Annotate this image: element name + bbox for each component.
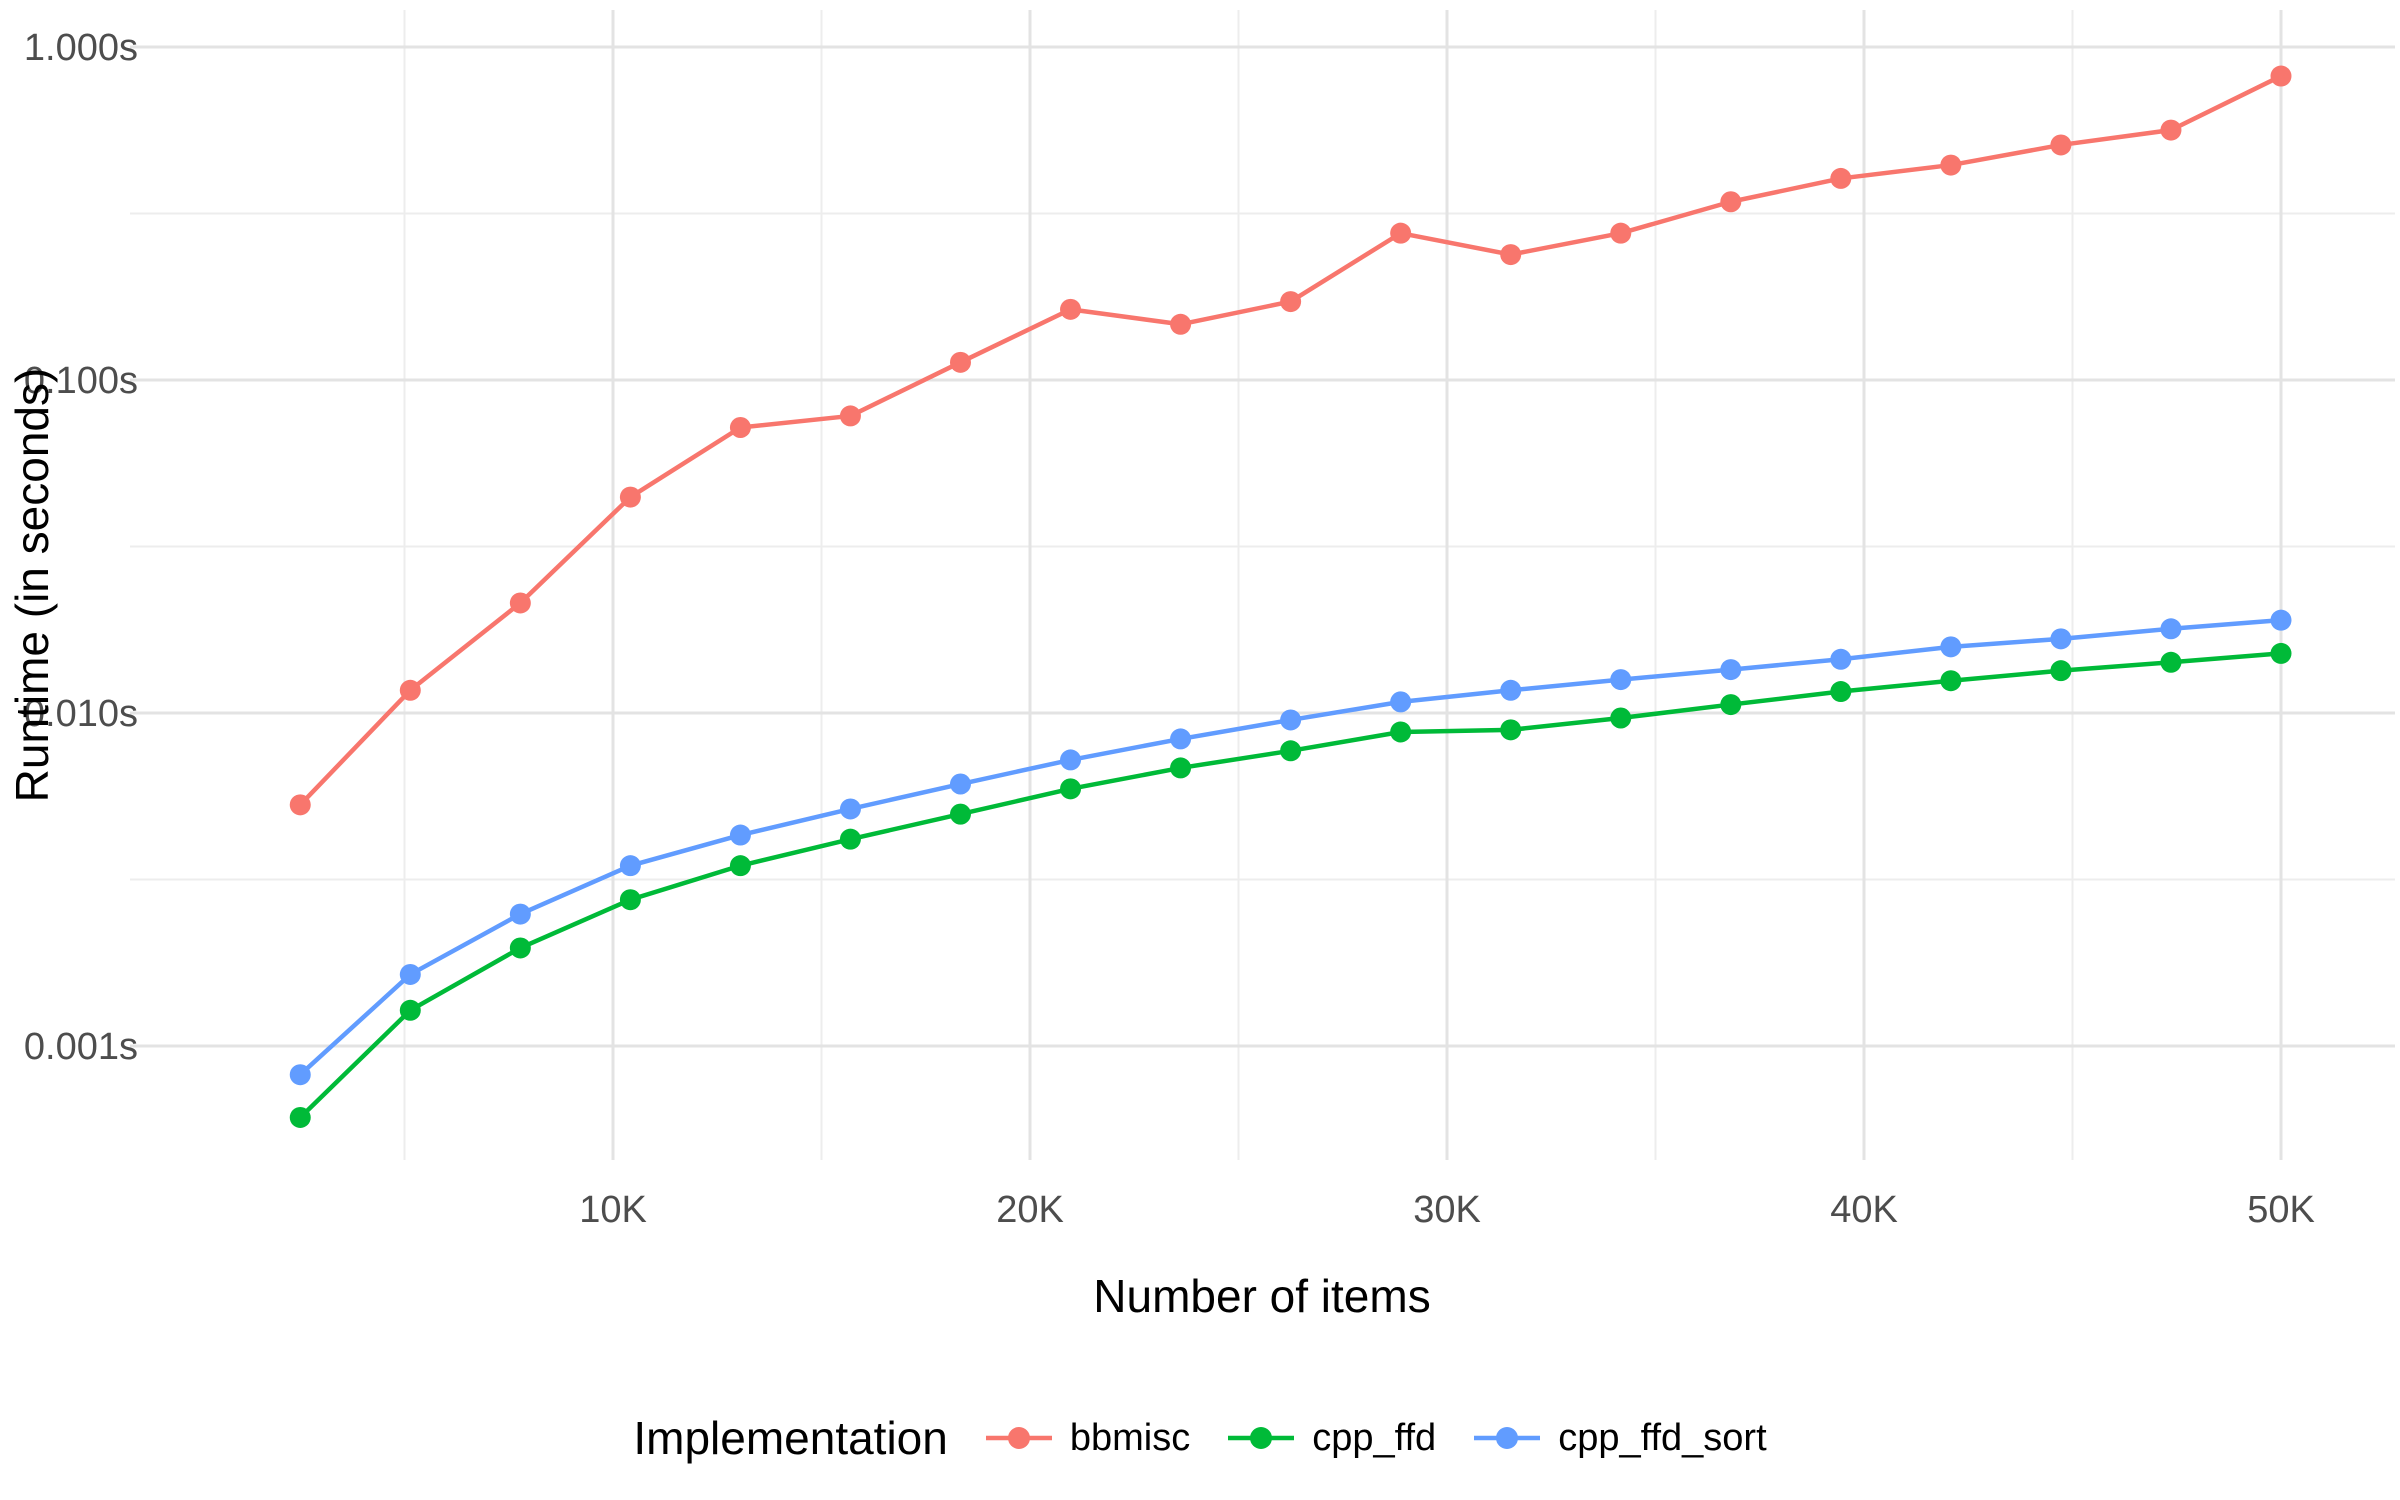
data-point-bbmisc xyxy=(729,417,751,439)
data-point-bbmisc xyxy=(399,679,421,701)
legend-label: cpp_ffd_sort xyxy=(1558,1416,1767,1459)
data-point-cpp_ffd xyxy=(839,828,861,850)
x-tick-label: 20K xyxy=(996,1189,1064,1231)
data-point-cpp_ffd_sort xyxy=(1390,691,1412,713)
data-point-cpp_ffd_sort xyxy=(2270,609,2292,631)
data-point-cpp_ffd_sort xyxy=(399,963,421,985)
data-point-bbmisc xyxy=(1940,154,1962,176)
data-point-cpp_ffd xyxy=(1390,721,1412,743)
data-point-cpp_ffd xyxy=(1280,740,1302,762)
data-point-cpp_ffd_sort xyxy=(2050,628,2072,650)
data-point-cpp_ffd_sort xyxy=(949,773,971,795)
data-point-bbmisc xyxy=(1060,298,1082,320)
data-point-bbmisc xyxy=(1500,244,1522,266)
data-point-bbmisc xyxy=(1170,313,1192,335)
data-point-cpp_ffd_sort xyxy=(619,855,641,877)
y-tick-label: 0.100s xyxy=(24,360,138,402)
legend-label: bbmisc xyxy=(1069,1416,1191,1459)
legend-label: cpp_ffd xyxy=(1312,1416,1437,1459)
data-point-cpp_ffd_sort xyxy=(1500,679,1522,701)
series-bbmisc xyxy=(289,65,2292,816)
runtime-benchmark-chart: 10K 20K 30K 40K 50K 1.000s 0.100s 0.010s 0.001s … xyxy=(6,10,2395,1322)
data-point-cpp_ffd_sort xyxy=(729,824,751,846)
data-point-cpp_ffd xyxy=(2270,642,2292,664)
data-point-cpp_ffd xyxy=(1500,719,1522,741)
data-point-cpp_ffd xyxy=(1060,778,1082,800)
y-tick-label: 0.010s xyxy=(24,693,138,735)
minor-gridlines xyxy=(130,10,2395,1160)
x-tick-label: 40K xyxy=(1830,1189,1898,1231)
tick-labels: 10K 20K 30K 40K 50K 1.000s 0.100s 0.010s 0.001s xyxy=(24,27,2315,1231)
y-tick-label: 1.000s xyxy=(24,27,138,69)
data-point-cpp_ffd_sort xyxy=(2160,618,2182,640)
data-point-cpp_ffd xyxy=(949,803,971,825)
data-point-cpp_ffd_sort xyxy=(1170,728,1192,750)
chart-svg: 10K 20K 30K 40K 50K1.000s0.100s0.010s0.001s … xyxy=(6,10,2395,1322)
series-cpp_ffd_sort xyxy=(289,609,2292,1086)
data-point-cpp_ffd xyxy=(619,889,641,911)
data-point-cpp_ffd_sort xyxy=(1280,709,1302,731)
data-point-bbmisc xyxy=(1610,222,1632,244)
data-point-cpp_ffd_sort xyxy=(509,903,531,925)
data-point-cpp_ffd xyxy=(1720,694,1742,716)
data-point-cpp_ffd xyxy=(1170,757,1192,779)
data-point-bbmisc xyxy=(2270,65,2292,87)
data-point-cpp_ffd xyxy=(509,937,531,959)
data-point-cpp_ffd_sort xyxy=(1720,659,1742,681)
series-line-bbmisc xyxy=(298,73,2284,808)
legend-item-cpp_ffd: cpp_ffd xyxy=(1226,1416,1436,1460)
legend-item-bbmisc: bbmisc xyxy=(984,1416,1190,1460)
series-layer xyxy=(289,65,2292,1128)
data-point-cpp_ffd_sort xyxy=(1610,669,1632,691)
data-point-cpp_ffd xyxy=(399,999,421,1021)
data-point-bbmisc xyxy=(1830,167,1852,189)
data-point-cpp_ffd xyxy=(2160,651,2182,673)
x-axis-title: Number of items xyxy=(1093,1270,1430,1322)
data-point-cpp_ffd xyxy=(289,1106,311,1128)
x-tick-label: 30K xyxy=(1413,1189,1481,1231)
legend-item-cpp_ffd_sort: cpp_ffd_sort xyxy=(1472,1416,1767,1460)
data-point-bbmisc xyxy=(619,486,641,508)
legend-title: Implementation xyxy=(633,1412,948,1464)
data-point-bbmisc xyxy=(1390,222,1412,244)
series-cpp_ffd xyxy=(289,642,2292,1128)
data-point-cpp_ffd xyxy=(1940,670,1962,692)
data-point-bbmisc xyxy=(2050,134,2072,156)
data-point-cpp_ffd_sort xyxy=(1830,648,1852,670)
data-point-bbmisc xyxy=(839,405,861,427)
data-point-cpp_ffd_sort xyxy=(1940,636,1962,658)
data-point-bbmisc xyxy=(289,794,311,816)
data-point-bbmisc xyxy=(509,592,531,614)
data-point-bbmisc xyxy=(2160,119,2182,141)
y-axis-title: Runtime (in seconds) xyxy=(6,368,58,803)
legend: Implementation bbmisc cpp_ffd cpp_ffd_so… xyxy=(0,1396,2400,1480)
data-point-bbmisc xyxy=(1720,191,1742,213)
legend-key-line-point-icon xyxy=(985,1427,1052,1449)
data-point-bbmisc xyxy=(949,351,971,373)
x-tick-label: 10K xyxy=(579,1189,647,1231)
legend-key-line-point-icon xyxy=(1474,1427,1541,1449)
y-tick-label: 0.001s xyxy=(24,1026,138,1068)
data-point-cpp_ffd_sort xyxy=(839,798,861,820)
data-point-cpp_ffd xyxy=(1610,707,1632,729)
x-tick-label: 50K xyxy=(2247,1189,2315,1231)
data-point-bbmisc xyxy=(1280,291,1302,313)
data-point-cpp_ffd xyxy=(1830,681,1852,703)
major-gridlines xyxy=(130,10,2395,1160)
data-point-cpp_ffd_sort xyxy=(289,1064,311,1086)
data-point-cpp_ffd xyxy=(729,855,751,877)
legend-key-line-point-icon xyxy=(1228,1427,1295,1449)
data-point-cpp_ffd_sort xyxy=(1060,749,1082,771)
series-line-cpp_ffd_sort xyxy=(298,617,2284,1077)
data-point-cpp_ffd xyxy=(2050,660,2072,682)
